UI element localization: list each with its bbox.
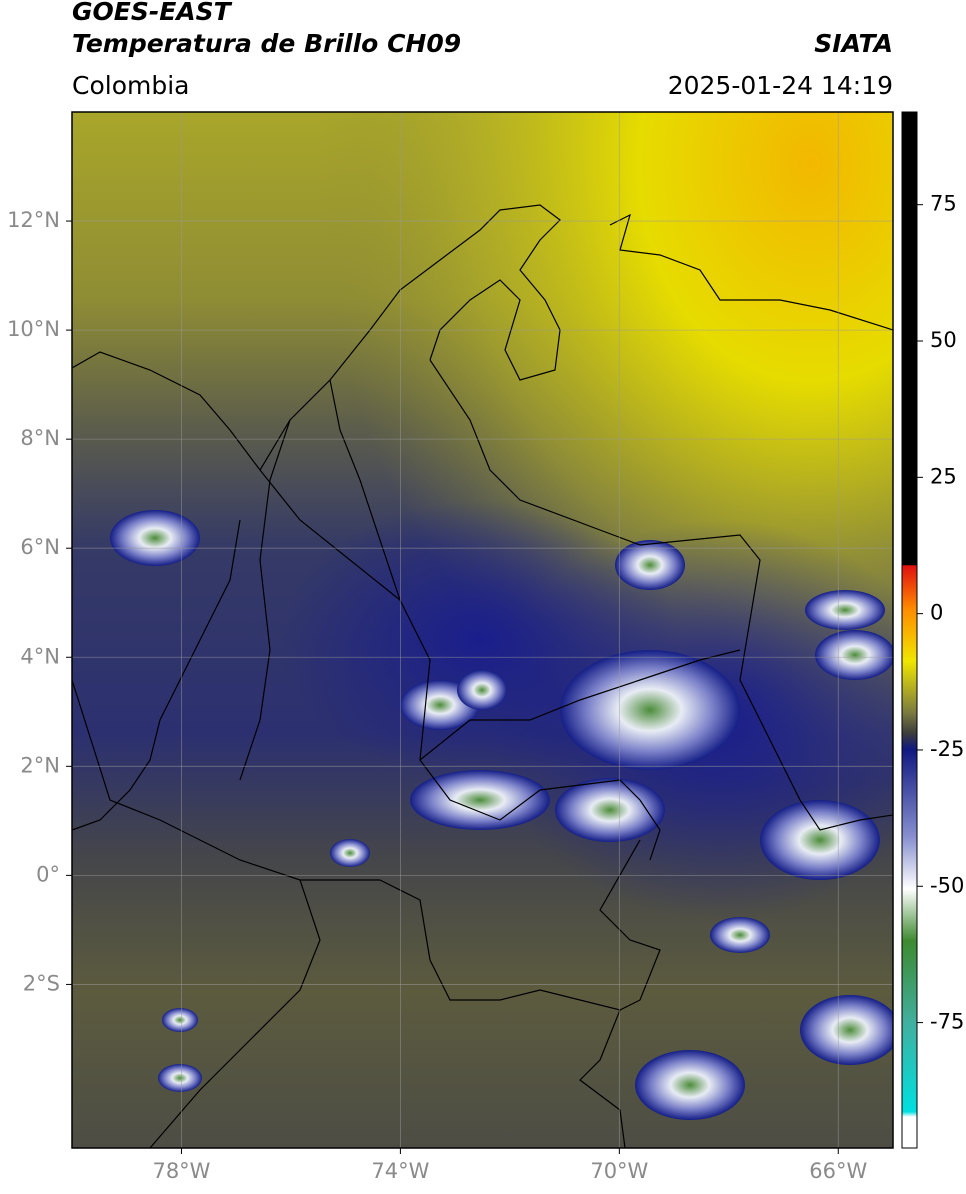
y-tick-label: 8°N	[20, 426, 60, 450]
colorbar-tick-label: 0	[930, 601, 943, 625]
y-tick-label: 2°S	[23, 971, 60, 995]
colorbar-tick-label: -75	[930, 1010, 964, 1034]
datetime: 2025-01-24 14:19	[668, 71, 893, 100]
subtitle: Temperatura de Brillo CH09	[72, 29, 461, 58]
x-tick-label: 74°W	[371, 1159, 429, 1183]
y-tick-label: 12°N	[7, 208, 60, 232]
colorbar-tick-label: -25	[930, 737, 964, 761]
satellite-image	[72, 112, 893, 1148]
map-frame	[71, 111, 894, 1149]
title: GOES-EAST	[72, 0, 233, 26]
x-tick-label: 66°W	[809, 1159, 867, 1183]
x-tick-label: 78°W	[152, 1159, 210, 1183]
colorbar-tick-label: 25	[930, 464, 957, 488]
y-tick-label: 4°N	[20, 644, 60, 668]
y-tick-label: 6°N	[20, 535, 60, 559]
colorbar	[901, 111, 918, 1149]
y-tick-label: 2°N	[20, 753, 60, 777]
y-tick-label: 10°N	[7, 317, 60, 341]
y-tick-label: 0°	[36, 862, 60, 886]
colorbar-tick-label: 75	[930, 192, 957, 216]
region: Colombia	[72, 71, 189, 100]
x-tick-label: 70°W	[590, 1159, 648, 1183]
colorbar-tick-label: 50	[930, 328, 957, 352]
colorbar-tick-label: -50	[930, 873, 964, 897]
source: SIATA	[814, 29, 893, 58]
grid	[72, 112, 893, 1148]
